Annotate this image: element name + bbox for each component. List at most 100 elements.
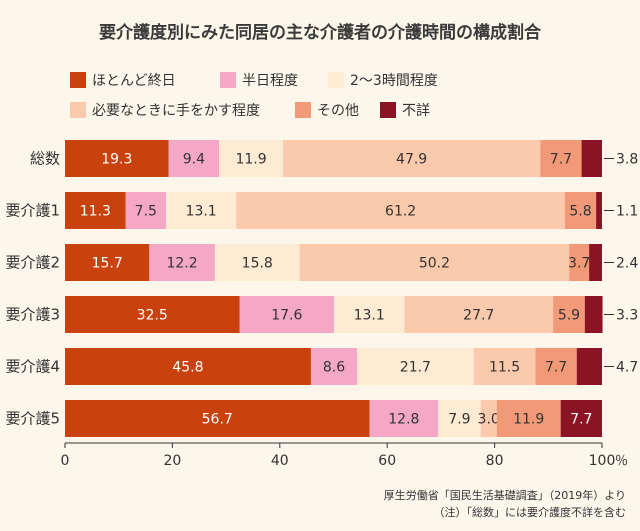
bar-segment	[535, 348, 577, 385]
outside-data-label: 1.1	[616, 204, 638, 220]
data-label: 61.2	[385, 204, 416, 220]
legend-swatch	[220, 72, 236, 88]
data-label: 19.3	[101, 152, 132, 168]
legend-label: その他	[317, 103, 359, 119]
bar-segment	[149, 244, 215, 281]
legend-swatch	[380, 102, 396, 118]
outside-data-label: 3.8	[616, 152, 638, 168]
legend-label: 必要なときに手をかす程度	[92, 103, 260, 119]
bar-segment	[65, 244, 150, 281]
x-tick-label: 20	[163, 453, 181, 469]
data-label: 12.8	[388, 412, 419, 428]
bar-segment	[569, 244, 590, 281]
bar-segment	[540, 140, 582, 177]
bar-segment	[496, 400, 561, 437]
data-label: 13.1	[186, 204, 217, 220]
data-label: 7.9	[448, 412, 470, 428]
x-tick-label: 0	[61, 453, 70, 469]
x-tick-label: 60	[378, 453, 396, 469]
legend-label: ほとんど終日	[92, 73, 176, 89]
data-label: 50.2	[419, 256, 450, 272]
category-label: 要介護4	[5, 358, 60, 376]
bar-segment	[560, 400, 602, 437]
x-tick-label: 80	[486, 453, 504, 469]
legend-label: 不詳	[402, 103, 430, 119]
source-note: 厚生労働省「国民生活基礎調査」（2019年）より	[383, 489, 626, 502]
data-label: 12.2	[166, 256, 197, 272]
legend-item-when-needed: 必要なときに手をかす程度	[70, 100, 260, 120]
chart-title: 要介護度別にみた同居の主な介護者の介護時間の構成割合	[99, 23, 541, 43]
outside-data-label: 3.3	[616, 308, 638, 324]
data-label: 15.8	[242, 256, 273, 272]
bar-segment	[480, 400, 497, 437]
data-label: 45.8	[172, 360, 203, 376]
bar-segment	[404, 296, 554, 333]
data-label: 8.6	[323, 360, 345, 376]
data-label: 11.3	[80, 204, 111, 220]
bar-segment	[236, 192, 565, 229]
footnote: （注）「総数」には要介護度不詳を含む	[433, 506, 627, 519]
legend-item-other: その他	[295, 100, 359, 120]
legend-label: 半日程度	[242, 73, 298, 89]
data-label: 32.5	[137, 308, 168, 324]
x-tick-label: 100	[589, 453, 616, 469]
bar-segment	[596, 192, 602, 229]
bar-segment	[564, 192, 597, 229]
bar-segment	[369, 400, 439, 437]
data-label: 21.7	[400, 360, 431, 376]
bar-segment	[65, 400, 370, 437]
data-label: 7.5	[135, 204, 157, 220]
legend-item-all-day: ほとんど終日	[70, 70, 176, 90]
bar-segment	[553, 296, 585, 333]
bar-segment	[125, 192, 166, 229]
category-label: 総数	[30, 150, 60, 168]
source-notes: 厚生労働省「国民生活基礎調査」（2019年）より （注）「総数」には要介護度不詳…	[384, 487, 626, 521]
legend-swatch	[295, 102, 311, 118]
bar-segment	[239, 296, 335, 333]
data-label: 7.7	[570, 412, 592, 428]
bar-segment	[65, 140, 169, 177]
bar-segment	[581, 140, 602, 177]
outside-data-label: 2.4	[616, 256, 638, 272]
bar-segment	[299, 244, 570, 281]
data-label: 7.7	[545, 360, 567, 376]
bar-segment	[357, 348, 474, 385]
outside-data-label: 4.7	[616, 360, 638, 376]
data-label: 56.7	[202, 412, 233, 428]
data-label: 11.9	[513, 412, 544, 428]
data-label: 17.6	[271, 308, 302, 324]
legend-item-unknown: 不詳	[380, 100, 430, 120]
bar-segment	[438, 400, 481, 437]
bar-segment	[65, 192, 126, 229]
data-label: 13.1	[354, 308, 385, 324]
category-label: 要介護3	[5, 306, 60, 324]
category-label: 要介護1	[5, 202, 60, 220]
data-label: 11.9	[235, 152, 266, 168]
data-label: 9.4	[183, 152, 205, 168]
legend-item-half-day: 半日程度	[220, 70, 298, 90]
data-label: 7.7	[550, 152, 572, 168]
bar-segment	[576, 348, 602, 385]
legend-swatch	[70, 102, 86, 118]
bar-segment	[219, 140, 284, 177]
data-label: 3.0	[478, 412, 500, 428]
data-label: 47.9	[396, 152, 427, 168]
legend-swatch	[70, 72, 86, 88]
bar-segment	[214, 244, 300, 281]
x-axis-unit: ％	[615, 454, 628, 469]
legend-label: 2～3時間程度	[350, 73, 438, 89]
bar-segment	[283, 140, 541, 177]
bar-segment	[589, 244, 602, 281]
bar-segment	[473, 348, 536, 385]
legend-swatch	[328, 72, 344, 88]
category-label: 要介護5	[5, 410, 60, 428]
bar-segment	[584, 296, 603, 333]
bar-segment	[168, 140, 220, 177]
data-label: 5.9	[558, 308, 580, 324]
bar-segment	[334, 296, 405, 333]
data-label: 3.7	[568, 256, 590, 272]
bar-segment	[310, 348, 358, 385]
data-label: 15.7	[92, 256, 123, 272]
x-tick-label: 40	[271, 453, 289, 469]
